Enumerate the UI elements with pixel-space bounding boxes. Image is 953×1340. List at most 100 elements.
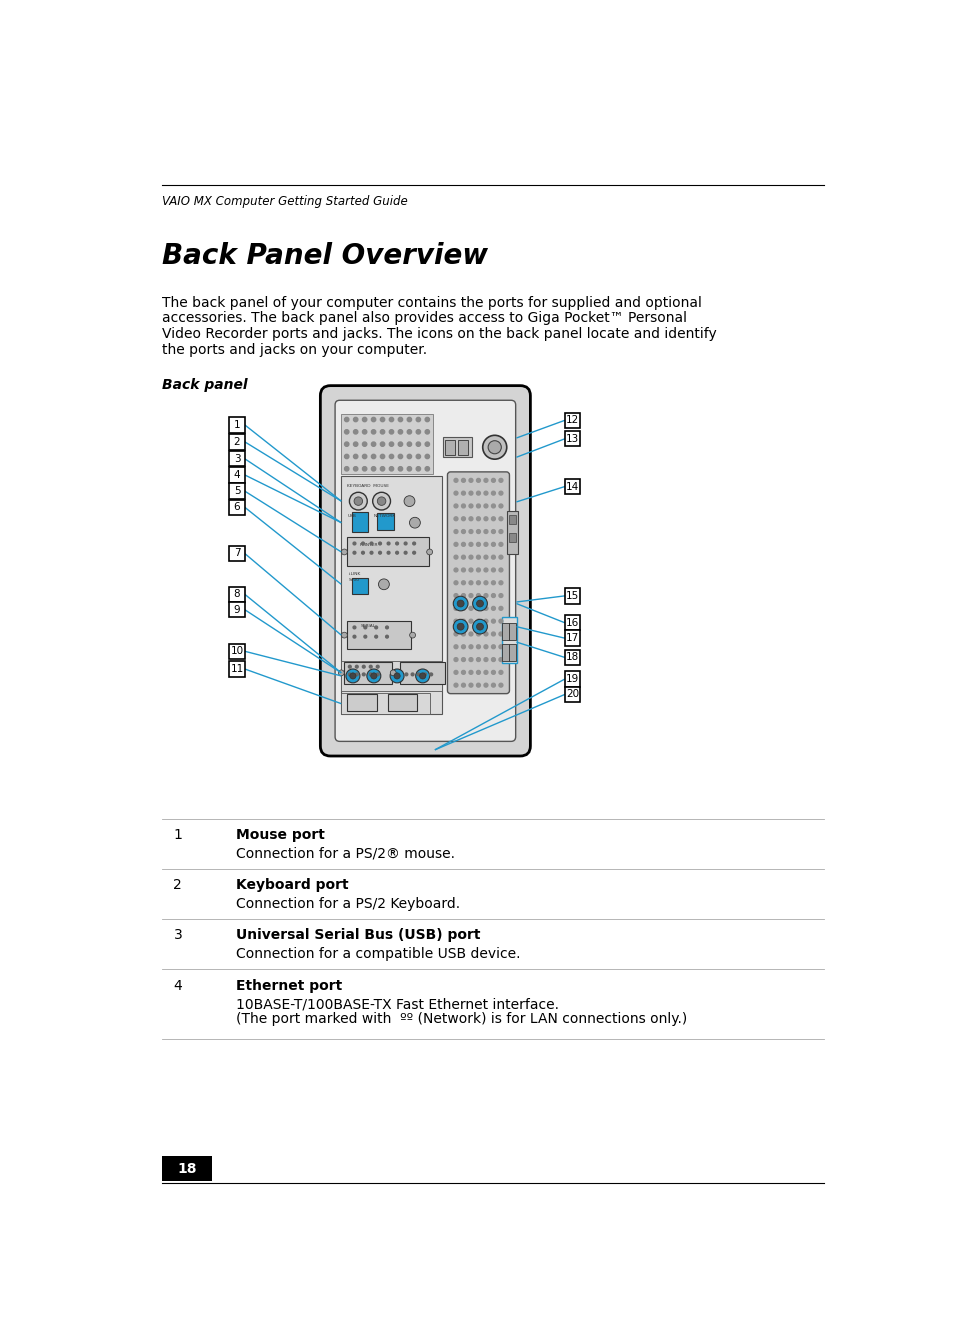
Bar xyxy=(508,515,516,524)
Circle shape xyxy=(469,504,473,508)
Bar xyxy=(376,513,394,531)
Circle shape xyxy=(476,632,480,636)
Text: PRINTER: PRINTER xyxy=(358,543,377,547)
Circle shape xyxy=(375,626,377,628)
Circle shape xyxy=(498,645,502,649)
Circle shape xyxy=(371,430,375,434)
Bar xyxy=(162,1156,212,1181)
Text: 11: 11 xyxy=(231,665,243,674)
Circle shape xyxy=(419,673,425,679)
Circle shape xyxy=(416,430,420,434)
Text: 10BASE-T/100BASE-TX Fast Ethernet interface.: 10BASE-T/100BASE-TX Fast Ethernet interf… xyxy=(235,997,558,1010)
Circle shape xyxy=(469,517,473,521)
Circle shape xyxy=(390,670,395,675)
Circle shape xyxy=(483,543,487,547)
Circle shape xyxy=(491,492,495,494)
Circle shape xyxy=(397,466,402,470)
Circle shape xyxy=(426,549,432,555)
Circle shape xyxy=(476,504,480,508)
Text: 2: 2 xyxy=(173,879,182,892)
Circle shape xyxy=(483,619,487,623)
Circle shape xyxy=(373,492,390,511)
Circle shape xyxy=(423,673,426,675)
Circle shape xyxy=(498,543,502,547)
Circle shape xyxy=(353,543,355,545)
Circle shape xyxy=(498,683,502,687)
Circle shape xyxy=(416,417,420,422)
Circle shape xyxy=(362,430,366,434)
Bar xyxy=(229,484,245,498)
Circle shape xyxy=(395,543,398,545)
Circle shape xyxy=(407,430,411,434)
Circle shape xyxy=(491,607,495,610)
Circle shape xyxy=(476,529,480,533)
Circle shape xyxy=(417,673,419,675)
Circle shape xyxy=(354,430,357,434)
Circle shape xyxy=(409,517,420,528)
Text: Ethernet port: Ethernet port xyxy=(235,978,341,993)
Circle shape xyxy=(377,497,385,505)
Circle shape xyxy=(355,665,357,669)
Circle shape xyxy=(350,673,355,679)
Bar xyxy=(399,662,445,683)
Circle shape xyxy=(498,580,502,584)
Circle shape xyxy=(454,543,457,547)
Circle shape xyxy=(498,594,502,598)
Text: Back panel: Back panel xyxy=(162,378,247,391)
Circle shape xyxy=(425,442,429,446)
Bar xyxy=(502,643,508,661)
Circle shape xyxy=(407,466,411,470)
Text: Connection for a PS/2® mouse.: Connection for a PS/2® mouse. xyxy=(235,847,454,860)
Circle shape xyxy=(405,673,407,675)
Circle shape xyxy=(483,568,487,572)
Circle shape xyxy=(476,478,480,482)
Circle shape xyxy=(476,658,480,662)
Bar xyxy=(352,512,367,532)
Circle shape xyxy=(380,466,384,470)
Bar xyxy=(229,602,245,618)
Circle shape xyxy=(454,619,457,623)
Circle shape xyxy=(389,466,394,470)
Circle shape xyxy=(425,454,429,458)
Circle shape xyxy=(369,665,372,669)
Circle shape xyxy=(375,635,377,638)
Bar xyxy=(508,533,516,541)
Circle shape xyxy=(483,478,487,482)
Circle shape xyxy=(498,492,502,494)
Circle shape xyxy=(362,665,365,669)
Bar xyxy=(501,616,517,663)
Circle shape xyxy=(498,658,502,662)
Text: 1: 1 xyxy=(173,828,182,843)
Circle shape xyxy=(483,594,487,598)
Bar xyxy=(347,694,376,712)
Circle shape xyxy=(425,417,429,422)
Circle shape xyxy=(354,417,357,422)
Circle shape xyxy=(469,580,473,584)
Circle shape xyxy=(425,466,429,470)
Circle shape xyxy=(476,600,483,607)
Bar xyxy=(229,468,245,482)
Circle shape xyxy=(461,658,465,662)
Circle shape xyxy=(454,580,457,584)
Circle shape xyxy=(498,478,502,482)
Bar xyxy=(564,631,579,646)
Circle shape xyxy=(469,619,473,623)
Circle shape xyxy=(344,454,349,458)
Circle shape xyxy=(498,632,502,636)
Text: 15: 15 xyxy=(565,591,578,600)
Circle shape xyxy=(454,683,457,687)
Circle shape xyxy=(498,504,502,508)
Circle shape xyxy=(371,442,375,446)
Circle shape xyxy=(454,478,457,482)
Text: Video Recorder ports and jacks. The icons on the back panel locate and identify: Video Recorder ports and jacks. The icon… xyxy=(162,327,716,342)
Circle shape xyxy=(416,454,420,458)
Bar xyxy=(347,536,429,565)
Circle shape xyxy=(469,594,473,598)
Circle shape xyxy=(483,632,487,636)
Circle shape xyxy=(476,623,483,630)
Circle shape xyxy=(476,580,480,584)
Text: NETWORK: NETWORK xyxy=(374,513,395,517)
Circle shape xyxy=(461,543,465,547)
Bar xyxy=(387,694,416,712)
Circle shape xyxy=(469,632,473,636)
